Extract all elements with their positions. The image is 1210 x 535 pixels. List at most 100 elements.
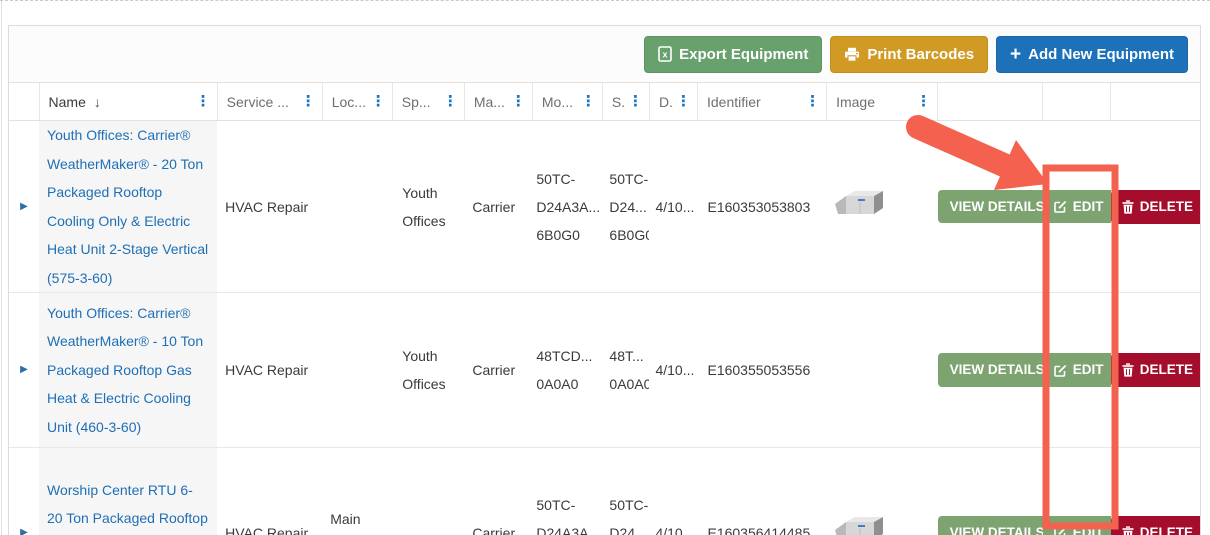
add-new-equipment-label: Add New Equipment <box>1028 45 1174 63</box>
model-cell: 50TC-D24A3A...6B0G0 <box>536 496 601 535</box>
edit-label: EDIT <box>1072 362 1104 378</box>
service-cell: HVAC Repair <box>225 524 309 535</box>
header-model-label: Mo... <box>541 93 573 110</box>
printer-icon <box>844 47 860 62</box>
trash-icon <box>1122 525 1134 535</box>
view-details-button[interactable]: VIEW DETAILS <box>937 515 1043 535</box>
header-image[interactable]: Image ⋮ <box>826 82 938 121</box>
header-service-label: Service ... <box>226 93 289 110</box>
service-column-menu-icon[interactable]: ⋮ <box>300 93 316 110</box>
name-column-menu-icon[interactable]: ⋮ <box>195 93 211 110</box>
edit-label: EDIT <box>1072 198 1104 214</box>
view-details-button[interactable]: VIEW DETAILS <box>937 189 1043 224</box>
make-cell: Carrier <box>472 362 516 378</box>
identifier-cell: E160356414485 <box>707 524 811 535</box>
print-barcodes-label: Print Barcodes <box>867 45 975 63</box>
header-expander-column <box>9 82 40 121</box>
identifier-cell: E160353053803 <box>707 198 811 215</box>
space-cell <box>392 448 464 535</box>
edit-button[interactable]: EDIT <box>1042 515 1111 535</box>
header-service[interactable]: Service ... ⋮ <box>216 82 323 121</box>
edit-pencil-icon <box>1053 364 1067 377</box>
equipment-name-link[interactable]: Worship Center RTU 6- 20 Ton Packaged Ro… <box>47 481 208 527</box>
header-make[interactable]: Ma... ⋮ <box>463 82 533 121</box>
header-actions-edit <box>1042 82 1111 121</box>
edit-button[interactable]: EDIT <box>1042 353 1111 387</box>
delete-label: DELETE <box>1139 362 1194 378</box>
view-details-label: VIEW DETAILS <box>949 524 1043 535</box>
header-space[interactable]: Sp... ⋮ <box>391 82 465 121</box>
trash-icon <box>1122 199 1134 214</box>
table-row: ▶ Worship Center RTU 6- 20 Ton Packaged … <box>9 447 1200 535</box>
make-column-menu-icon[interactable]: ⋮ <box>510 93 526 110</box>
serial-cell: 50TC-D24...6B0G0 <box>609 496 649 535</box>
add-new-equipment-button[interactable]: + Add New Equipment <box>996 35 1188 73</box>
header-identifier-label: Identifier <box>706 93 761 110</box>
header-date-label: D. <box>658 93 673 110</box>
header-name-label: Name <box>48 93 86 110</box>
date-cell: 4/10... <box>655 524 695 535</box>
identifier-column-menu-icon[interactable]: ⋮ <box>805 93 821 110</box>
delete-button[interactable]: DELETE <box>1110 353 1200 387</box>
header-location-label: Loc... <box>331 93 366 110</box>
image-cell <box>827 121 938 293</box>
export-equipment-button[interactable]: x Export Equipment <box>644 35 823 73</box>
serial-cell: 50TC-D24...6B0G0 <box>609 170 650 243</box>
space-column-menu-icon[interactable]: ⋮ <box>442 93 458 110</box>
plus-icon: + <box>1010 43 1022 65</box>
row-expand-icon[interactable]: ▶ <box>9 292 40 448</box>
location-column-menu-icon[interactable]: ⋮ <box>370 93 386 110</box>
header-location[interactable]: Loc... ⋮ <box>321 82 393 121</box>
image-cell <box>827 448 938 535</box>
header-serial[interactable]: S. ⋮ <box>601 82 650 121</box>
header-identifier[interactable]: Identifier ⋮ <box>696 82 827 121</box>
image-column-menu-icon[interactable]: ⋮ <box>916 93 932 110</box>
header-serial-label: S. <box>611 93 626 110</box>
view-details-button[interactable]: VIEW DETAILS <box>937 353 1043 387</box>
row-expand-icon[interactable]: ▶ <box>9 120 40 293</box>
header-name[interactable]: Name ↓ ⋮ <box>38 82 218 121</box>
view-details-label: VIEW DETAILS <box>949 362 1043 378</box>
sort-descending-icon: ↓ <box>93 93 101 110</box>
table-row: ▶ Youth Offices: Carrier® WeatherMaker® … <box>9 292 1200 448</box>
print-barcodes-button[interactable]: Print Barcodes <box>830 35 989 73</box>
table-toolbar: x Export Equipment Print Barcodes + Add … <box>9 26 1200 82</box>
svg-text:x: x <box>663 50 668 60</box>
equipment-table: Name ↓ ⋮ Service ... ⋮ Loc... ⋮ Sp... ⋮ <box>9 82 1200 535</box>
model-cell: 48TCD... 0A0A0 <box>536 348 593 392</box>
header-image-label: Image <box>836 93 875 110</box>
table-header-row: Name ↓ ⋮ Service ... ⋮ Loc... ⋮ Sp... ⋮ <box>9 82 1200 121</box>
edit-button[interactable]: EDIT <box>1042 189 1111 224</box>
model-column-menu-icon[interactable]: ⋮ <box>580 93 596 110</box>
header-date[interactable]: D. ⋮ <box>648 82 698 121</box>
header-actions-view <box>937 82 1043 121</box>
equipment-thumbnail[interactable] <box>831 513 938 535</box>
space-cell: Youth Offices <box>402 184 446 229</box>
date-column-menu-icon[interactable]: ⋮ <box>675 93 691 110</box>
space-cell: Youth Offices <box>402 348 446 392</box>
delete-button[interactable]: DELETE <box>1110 515 1200 535</box>
equipment-name-link[interactable]: Youth Offices: Carrier® WeatherMaker® - … <box>47 304 204 435</box>
export-file-icon: x <box>658 46 672 62</box>
serial-column-menu-icon[interactable]: ⋮ <box>627 93 643 110</box>
export-equipment-label: Export Equipment <box>679 45 809 63</box>
serial-cell: 48T... 0A0A0 <box>609 348 650 392</box>
header-actions-delete <box>1110 82 1200 121</box>
image-cell <box>827 293 938 448</box>
delete-button[interactable]: DELETE <box>1110 189 1200 224</box>
service-cell: HVAC Repair <box>225 362 309 378</box>
edit-label: EDIT <box>1072 524 1104 535</box>
equipment-thumbnail[interactable] <box>831 187 938 226</box>
delete-label: DELETE <box>1139 198 1194 214</box>
header-space-label: Sp... <box>401 93 431 110</box>
identifier-cell: E160355053556 <box>707 362 811 378</box>
location-cell <box>322 293 392 448</box>
equipment-name-link[interactable]: Youth Offices: Carrier® WeatherMaker® - … <box>47 127 209 286</box>
header-model[interactable]: Mo... ⋮ <box>531 82 603 121</box>
equipment-table-panel: x Export Equipment Print Barcodes + Add … <box>8 25 1201 535</box>
edit-pencil-icon <box>1053 200 1067 213</box>
row-expand-icon[interactable]: ▶ <box>9 447 40 535</box>
service-cell: HVAC Repair <box>225 198 309 215</box>
view-details-label: VIEW DETAILS <box>949 198 1043 214</box>
